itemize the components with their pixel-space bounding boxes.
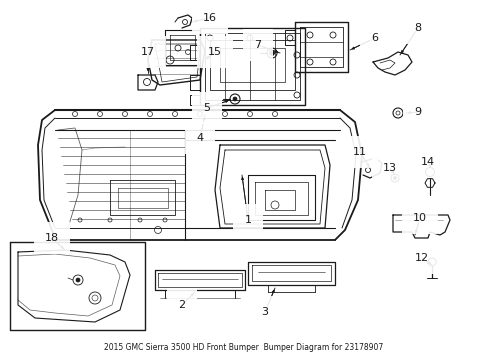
Circle shape xyxy=(393,176,396,180)
Circle shape xyxy=(246,35,252,41)
Circle shape xyxy=(232,97,237,101)
Text: 1: 1 xyxy=(244,215,251,225)
Circle shape xyxy=(293,72,299,78)
Text: 9: 9 xyxy=(414,107,421,117)
Circle shape xyxy=(306,32,312,38)
Circle shape xyxy=(329,32,335,38)
Circle shape xyxy=(182,19,187,24)
Circle shape xyxy=(270,201,279,209)
Circle shape xyxy=(185,49,190,54)
Circle shape xyxy=(165,56,174,64)
Circle shape xyxy=(78,218,82,222)
Circle shape xyxy=(425,167,434,176)
Circle shape xyxy=(329,59,335,65)
Text: 3: 3 xyxy=(261,307,268,317)
Circle shape xyxy=(222,112,227,117)
Text: 14: 14 xyxy=(420,157,434,167)
Text: 7: 7 xyxy=(254,40,261,50)
Circle shape xyxy=(89,292,101,304)
Circle shape xyxy=(229,94,240,104)
Circle shape xyxy=(293,52,299,58)
Circle shape xyxy=(206,35,213,41)
Text: 2015 GMC Sierra 3500 HD Front Bumper  Bumper Diagram for 23178907: 2015 GMC Sierra 3500 HD Front Bumper Bum… xyxy=(104,343,383,352)
Circle shape xyxy=(306,59,312,65)
Circle shape xyxy=(197,112,202,117)
Circle shape xyxy=(269,50,274,55)
Circle shape xyxy=(390,174,398,182)
Circle shape xyxy=(266,48,276,58)
Text: 11: 11 xyxy=(352,147,366,157)
Circle shape xyxy=(72,112,77,117)
Circle shape xyxy=(97,112,102,117)
Circle shape xyxy=(286,35,292,41)
Text: 10: 10 xyxy=(412,213,426,223)
Circle shape xyxy=(108,218,112,222)
Text: 5: 5 xyxy=(203,103,210,113)
Text: 18: 18 xyxy=(45,233,59,243)
Circle shape xyxy=(73,275,83,285)
Circle shape xyxy=(163,218,167,222)
Text: 15: 15 xyxy=(207,47,222,57)
Circle shape xyxy=(143,78,150,85)
Circle shape xyxy=(395,111,399,115)
Text: 17: 17 xyxy=(141,47,155,57)
Text: 13: 13 xyxy=(382,163,396,173)
Circle shape xyxy=(272,112,277,117)
Circle shape xyxy=(172,112,177,117)
Circle shape xyxy=(392,108,402,118)
Circle shape xyxy=(138,218,142,222)
Text: 2: 2 xyxy=(178,300,185,310)
Text: 16: 16 xyxy=(203,13,217,23)
Circle shape xyxy=(365,167,370,172)
Circle shape xyxy=(76,278,80,282)
Circle shape xyxy=(147,112,152,117)
Circle shape xyxy=(427,258,435,266)
Circle shape xyxy=(293,92,299,98)
Text: 4: 4 xyxy=(196,133,203,143)
Circle shape xyxy=(92,295,98,301)
Circle shape xyxy=(122,112,127,117)
Text: 6: 6 xyxy=(371,33,378,43)
Circle shape xyxy=(247,112,252,117)
Circle shape xyxy=(154,226,161,234)
Text: 12: 12 xyxy=(414,253,428,263)
Circle shape xyxy=(175,45,181,51)
Text: 8: 8 xyxy=(414,23,421,33)
